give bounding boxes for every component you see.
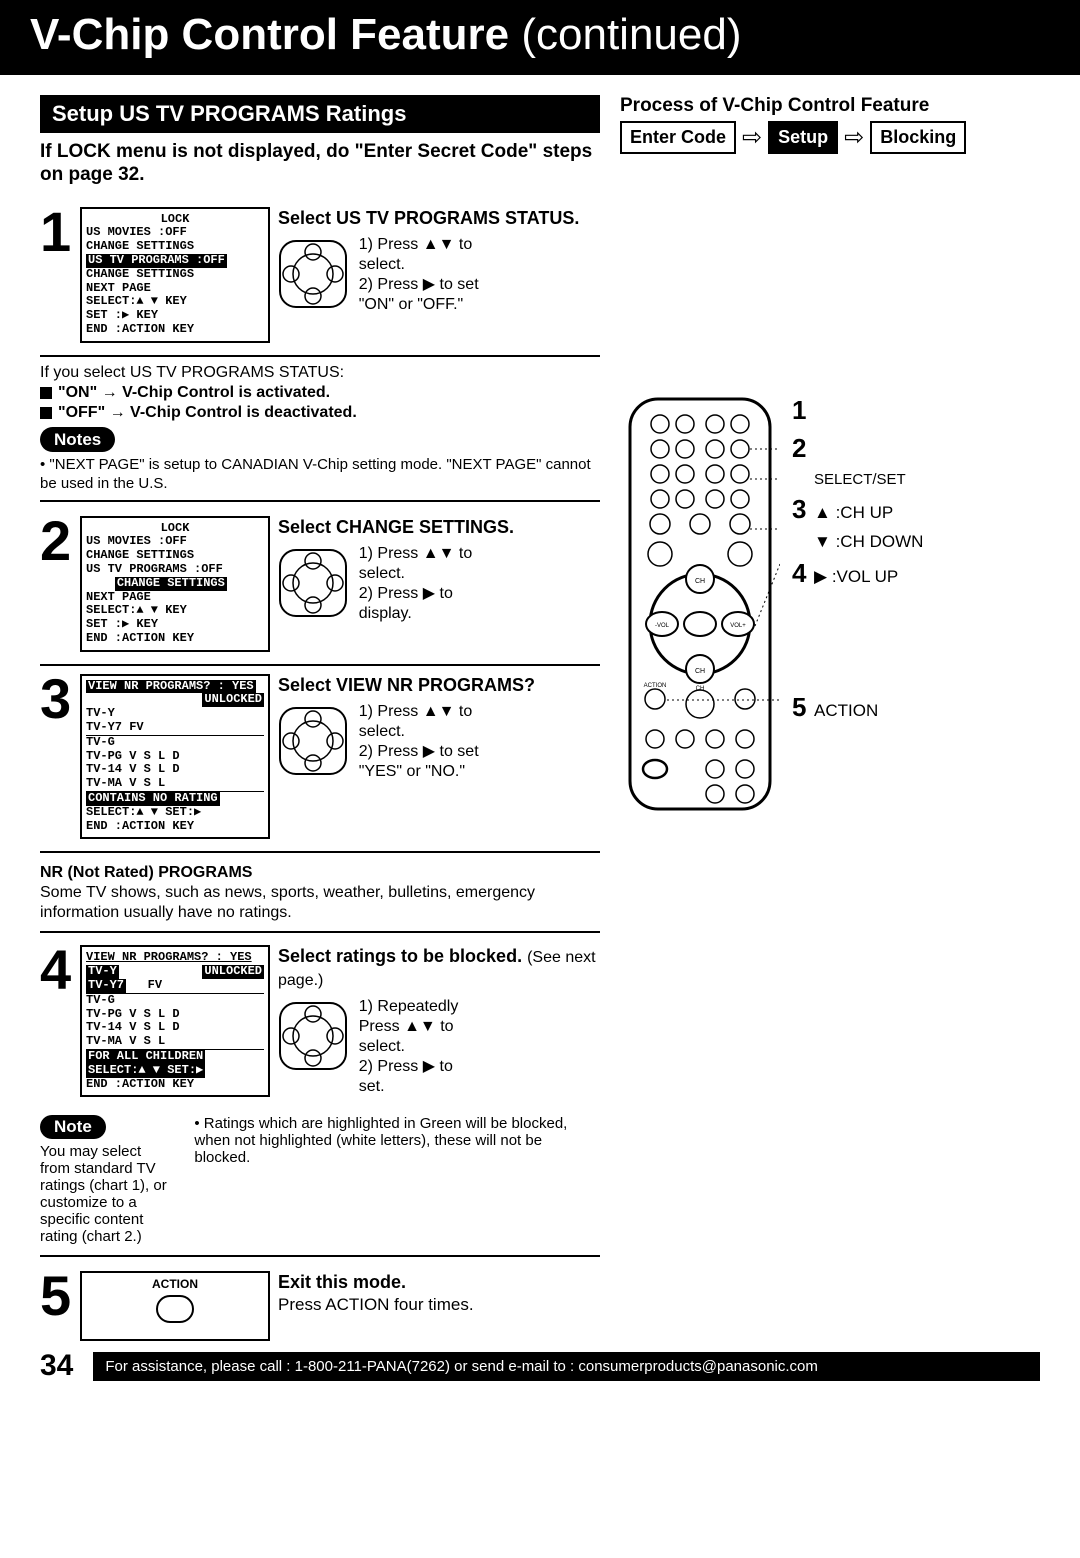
note-pill: Note bbox=[40, 1115, 106, 1139]
step-3: 3 VIEW NR PROGRAMS? : YES UNLOCKED TV-Y … bbox=[40, 666, 600, 854]
step-4-notes-row: Note You may select from standard TV rat… bbox=[40, 1115, 600, 1245]
osd-screen-4: VIEW NR PROGRAMS? : YES TV-YUNLOCKED TV-… bbox=[80, 945, 270, 1097]
process-box-blocking: Blocking bbox=[870, 121, 966, 154]
step-1-heading: Select US TV PROGRAMS STATUS. bbox=[278, 207, 579, 230]
title-main: V-Chip Control Feature bbox=[30, 10, 509, 59]
footer-bar: For assistance, please call : 1-800-211-… bbox=[93, 1352, 1040, 1381]
step-2-substeps: 1) Press ▲▼ to select. 2) Press ▶ to dis… bbox=[359, 544, 479, 624]
step-2-heading: Select CHANGE SETTINGS. bbox=[278, 516, 514, 539]
osd-screen-3: VIEW NR PROGRAMS? : YES UNLOCKED TV-Y TV… bbox=[80, 674, 270, 840]
step-4-substeps: 1) Repeatedly Press ▲▼ to select. 2) Pre… bbox=[359, 997, 479, 1097]
step-2-body: Select CHANGE SETTINGS. 1) Press ▲▼ to s… bbox=[278, 516, 514, 652]
dpad-icon bbox=[278, 706, 348, 776]
osd-screen-2: LOCK US MOVIES :OFF CHANGE SETTINGS US T… bbox=[80, 516, 270, 652]
left-column: Setup US TV PROGRAMS Ratings If LOCK men… bbox=[40, 95, 600, 1341]
step-3-substeps: 1) Press ▲▼ to select. 2) Press ▶ to set… bbox=[359, 702, 479, 782]
process-box-enter-code: Enter Code bbox=[620, 121, 736, 154]
step-3-heading: Select VIEW NR PROGRAMS? bbox=[278, 674, 535, 697]
svg-text:VOL+: VOL+ bbox=[730, 623, 746, 629]
bullet-square-icon bbox=[40, 387, 52, 399]
step-3-body: Select VIEW NR PROGRAMS? 1) Press ▲▼ to … bbox=[278, 674, 535, 840]
step-number: 5 bbox=[40, 1271, 80, 1341]
step-5: 5 ACTION Exit this mode. Press ACTION fo… bbox=[40, 1263, 600, 1341]
svg-text:CH: CH bbox=[695, 668, 705, 675]
action-box: ACTION bbox=[80, 1271, 270, 1341]
remote-control-icon: CH CH -VOL VOL+ ACTION CH bbox=[620, 394, 780, 814]
process-flow: Enter Code ⇨ Setup ⇨ Blocking bbox=[620, 121, 1040, 154]
step-number: 1 bbox=[40, 207, 80, 343]
bullet-square-icon bbox=[40, 407, 52, 419]
svg-text:CH: CH bbox=[696, 686, 705, 692]
svg-text:-VOL: -VOL bbox=[655, 623, 670, 629]
arrow-right-icon: ⇨ bbox=[844, 123, 864, 152]
svg-text:ACTION: ACTION bbox=[644, 683, 667, 689]
process-heading: Process of V-Chip Control Feature bbox=[620, 95, 1040, 117]
right-column: Process of V-Chip Control Feature Enter … bbox=[600, 95, 1040, 1341]
title-continued: (continued) bbox=[521, 10, 741, 59]
step-number: 3 bbox=[40, 674, 80, 840]
step-4-note-left: Note You may select from standard TV rat… bbox=[40, 1115, 174, 1245]
action-button-icon bbox=[156, 1295, 194, 1323]
page-title: V-Chip Control Feature (continued) bbox=[30, 10, 1050, 60]
page-footer: 34 For assistance, please call : 1-800-2… bbox=[0, 1349, 1080, 1383]
step-1-aux: If you select US TV PROGRAMS STATUS: "ON… bbox=[40, 363, 600, 494]
step-2: 2 LOCK US MOVIES :OFF CHANGE SETTINGS US… bbox=[40, 508, 600, 666]
pre-instruction: If LOCK menu is not displayed, do "Enter… bbox=[40, 141, 600, 187]
dpad-icon bbox=[278, 548, 348, 618]
step-4-body: Select ratings to be blocked. (See next … bbox=[278, 945, 600, 1097]
step-4-bullet: • Ratings which are highlighted in Green… bbox=[194, 1115, 600, 1245]
osd-screen-1: LOCK US MOVIES :OFF CHANGE SETTINGS US T… bbox=[80, 207, 270, 343]
notes-pill: Notes bbox=[40, 427, 115, 452]
triangle-up-icon bbox=[814, 503, 831, 522]
dpad-icon bbox=[278, 239, 348, 309]
remote-diagram: CH CH -VOL VOL+ ACTION CH bbox=[620, 394, 1040, 814]
triangle-right-icon bbox=[814, 567, 827, 586]
process-box-setup: Setup bbox=[768, 121, 838, 154]
svg-text:CH: CH bbox=[695, 578, 705, 585]
step-1-body: Select US TV PROGRAMS STATUS. 1) Press ▲… bbox=[278, 207, 579, 343]
remote-callouts: 1 2 SELECT/SET 3 :CH UP :CH DOWN 4 :VOL … bbox=[780, 394, 923, 814]
triangle-down-icon bbox=[814, 532, 831, 551]
step-5-body: Exit this mode. Press ACTION four times. bbox=[278, 1271, 474, 1341]
step-4-heading: Select ratings to be blocked. (See next … bbox=[278, 945, 600, 991]
step-4: 4 VIEW NR PROGRAMS? : YES TV-YUNLOCKED T… bbox=[40, 937, 600, 1109]
step-1: 1 LOCK US MOVIES :OFF CHANGE SETTINGS US… bbox=[40, 199, 600, 357]
title-bar: V-Chip Control Feature (continued) bbox=[0, 0, 1080, 75]
arrow-right-icon: ⇨ bbox=[742, 123, 762, 152]
section-heading: Setup US TV PROGRAMS Ratings bbox=[40, 95, 600, 133]
dpad-icon bbox=[278, 1001, 348, 1071]
step-1-substeps: 1) Press ▲▼ to select. 2) Press ▶ to set… bbox=[359, 235, 479, 315]
step-number: 4 bbox=[40, 945, 80, 1097]
step-number: 2 bbox=[40, 516, 80, 652]
step-5-heading: Exit this mode. bbox=[278, 1271, 474, 1294]
page-number: 34 bbox=[40, 1349, 73, 1383]
nr-block: NR (Not Rated) PROGRAMS Some TV shows, s… bbox=[40, 863, 600, 923]
